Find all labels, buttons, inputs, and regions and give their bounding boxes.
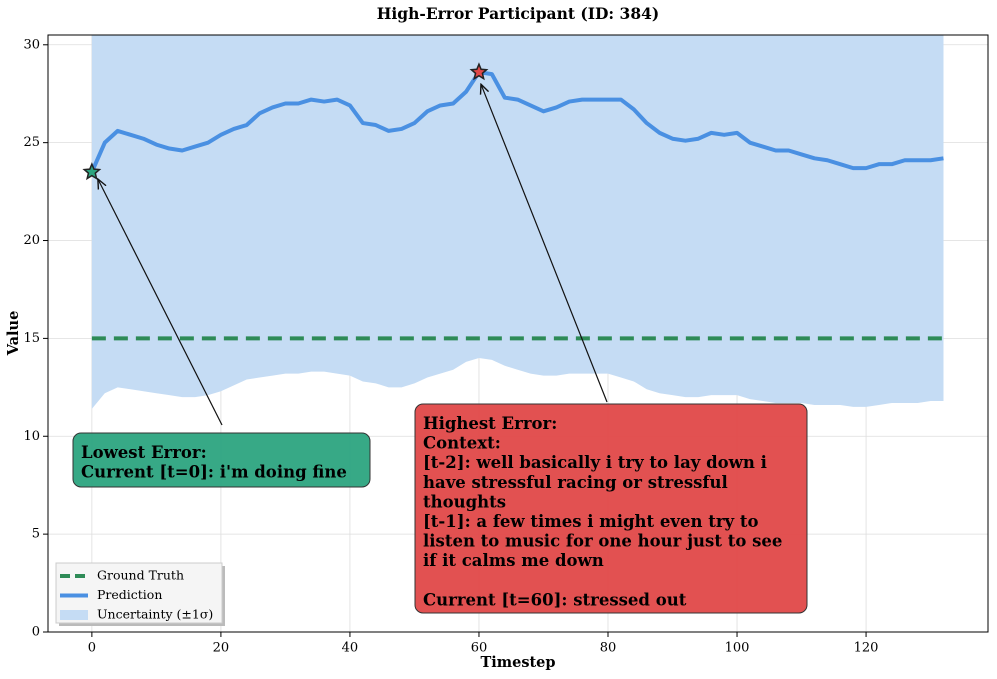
x-tick-label: 100	[725, 641, 750, 656]
annotation-text: Current [t=0]: i'm doing fine	[81, 463, 347, 482]
high-error-star	[469, 62, 489, 81]
annotation-text: [t-1]: a few times i might even try to	[423, 512, 759, 531]
annotation-box	[72, 432, 371, 488]
y-tick-label: 20	[23, 233, 40, 248]
x-tick-label: 80	[600, 641, 617, 656]
uncertainty-band	[91, 35, 944, 409]
annotation-text: thoughts	[423, 492, 506, 511]
chart-title: High-Error Participant (ID: 384)	[377, 4, 659, 23]
annotation-text: [t-2]: well basically i try to lay down …	[423, 453, 767, 472]
annotation-box	[414, 403, 808, 614]
legend-swatch	[60, 610, 88, 620]
x-axis-label: Timestep	[480, 654, 555, 671]
low-error-star	[82, 162, 102, 181]
annotation-arrow	[481, 84, 608, 403]
annotation-text: Highest Error:	[423, 414, 557, 433]
annotation-text: listen to music for one hour just to see	[423, 532, 782, 551]
x-tick-label: 120	[854, 641, 879, 656]
y-tick-label: 25	[23, 135, 40, 150]
y-tick-label: 30	[23, 37, 40, 52]
annotation-text: Context:	[423, 434, 501, 453]
overlay: 0 20 40 60 80 100 120 0 5 10 15 20 25 30 Lowest Error:…	[23, 37, 878, 655]
legend: Ground Truth Prediction Uncertainty (±1σ)	[55, 562, 225, 626]
y-tick-label: 0	[32, 625, 40, 640]
x-tick-label: 60	[471, 641, 488, 656]
x-tick-label: 20	[213, 641, 230, 656]
x-tick-label: 40	[342, 641, 359, 656]
y-axis-label: Value	[5, 311, 22, 357]
plot-area	[90, 35, 944, 409]
y-tick-label: 10	[23, 429, 40, 444]
axes-frame	[47, 34, 989, 633]
annotation-arrow	[98, 179, 223, 426]
annotation-text: Current [t=60]: stressed out	[423, 590, 687, 609]
annotation-text: Lowest Error:	[81, 443, 207, 462]
y-tick-label: 5	[32, 527, 40, 542]
y-tick-label: 15	[23, 331, 40, 346]
legend-label: Uncertainty (±1σ)	[97, 607, 213, 622]
series-line	[90, 70, 944, 173]
legend-label: Prediction	[97, 587, 162, 602]
annotation-text: have stressful racing or stressful	[423, 473, 728, 492]
x-tick-label: 0	[88, 641, 96, 656]
annotation-text: if it calms me down	[423, 551, 604, 570]
legend-label: Ground Truth	[97, 568, 184, 583]
